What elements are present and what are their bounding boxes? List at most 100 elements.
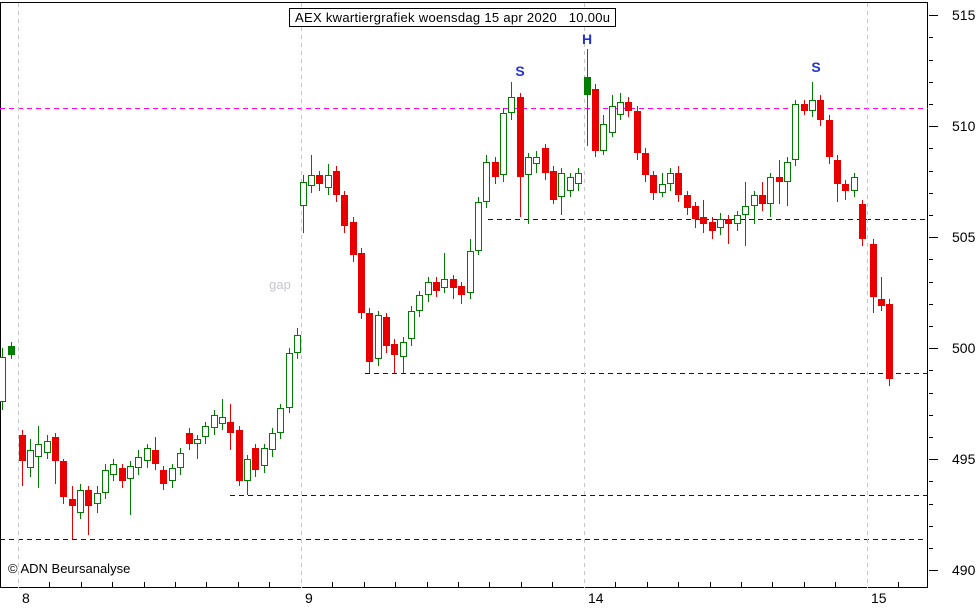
candle-down (634, 110, 641, 153)
candle-up (127, 465, 134, 479)
candle-up (600, 124, 607, 151)
hour-tick (332, 582, 333, 588)
candle-wick (528, 152, 529, 224)
candle-down (842, 183, 849, 191)
candle-up (169, 468, 176, 481)
candle-up (94, 492, 101, 504)
candle-wick (779, 159, 780, 204)
hour-tick (238, 582, 239, 588)
candle-up (110, 463, 117, 475)
candle-up (144, 448, 151, 461)
day-label: 14 (588, 590, 604, 606)
hour-tick (144, 582, 145, 588)
candle-down (52, 437, 59, 461)
y-minor-tick (929, 215, 933, 216)
hour-tick (804, 582, 805, 588)
candle-up (809, 99, 816, 111)
y-major-tick (929, 570, 938, 571)
candle-up (286, 352, 293, 408)
candle-up (0, 357, 6, 402)
candle-down (186, 432, 193, 444)
candle-up (483, 161, 490, 202)
level-line (0, 108, 928, 109)
candle-down (69, 499, 76, 506)
candle-down (625, 101, 632, 111)
candle-wick (787, 157, 788, 206)
candle-down (776, 177, 783, 182)
candle-down (160, 470, 167, 484)
candle-up (177, 452, 184, 468)
candle-down (119, 468, 126, 481)
day-label: 15 (871, 590, 887, 606)
day-label: 8 (22, 590, 30, 606)
hour-tick (489, 582, 490, 588)
hour-tick (458, 582, 459, 588)
plot-border (0, 2, 928, 588)
candle-down (826, 119, 833, 157)
y-minor-tick (929, 59, 933, 61)
candle-down (60, 461, 67, 497)
hour-tick (49, 582, 50, 588)
y-axis-label: 500 (952, 340, 976, 356)
y-axis-label: 515 (952, 7, 976, 23)
candle-down (236, 430, 243, 481)
y-major-tick (929, 126, 938, 127)
candle-up (35, 443, 42, 457)
candle-up (27, 450, 34, 468)
y-minor-tick (929, 326, 933, 327)
candle-up (308, 175, 315, 186)
y-minor-tick (929, 503, 933, 505)
candle-down (642, 152, 649, 175)
candle-down (19, 434, 26, 461)
candle-wick (587, 48, 588, 146)
candle-wick (130, 461, 131, 515)
candle-down (517, 97, 524, 177)
candle-up (500, 112, 507, 175)
day-separator (867, 3, 868, 588)
candle-down (450, 279, 457, 288)
candle-down (817, 99, 824, 120)
candle-up (325, 175, 332, 188)
candle-down (366, 312, 373, 362)
candle-up (269, 432, 276, 450)
y-major-tick (929, 15, 938, 16)
day-separator (301, 3, 302, 588)
candle-down (759, 195, 766, 204)
annotation-h: H (581, 31, 593, 47)
candle-down (725, 219, 732, 224)
candle-up (717, 219, 724, 228)
candle-wick (197, 434, 198, 459)
candle-wick (444, 252, 445, 293)
candle-up (851, 177, 858, 191)
candle-down (700, 217, 707, 224)
level-line (365, 372, 928, 374)
y-axis-label: 505 (952, 229, 976, 245)
y-minor-tick (929, 170, 933, 172)
y-axis-label: 490 (952, 562, 976, 578)
candle-wick (222, 399, 223, 430)
candle-down (550, 170, 557, 200)
day-separator (18, 3, 19, 588)
y-major-tick (929, 237, 938, 238)
candle-up (244, 459, 251, 481)
candle-up (575, 172, 582, 184)
hour-tick (81, 582, 82, 588)
y-minor-tick (929, 481, 933, 482)
hour-tick (175, 582, 176, 588)
candle-up (261, 448, 268, 466)
candle-wick (88, 485, 89, 535)
candle-wick (728, 215, 729, 244)
y-major-tick (929, 459, 938, 460)
candle-up (416, 294, 423, 311)
candle-down (152, 450, 159, 464)
y-major-tick (929, 348, 938, 349)
candle-down (592, 88, 599, 151)
candle-up (533, 157, 540, 164)
annotation-s: S (811, 59, 821, 75)
candle-down (433, 281, 440, 291)
copyright-notice: © ADN Beursanalyse (8, 561, 131, 576)
candle-down (870, 243, 877, 297)
candle-wick (72, 485, 73, 539)
candle-up (609, 106, 616, 133)
